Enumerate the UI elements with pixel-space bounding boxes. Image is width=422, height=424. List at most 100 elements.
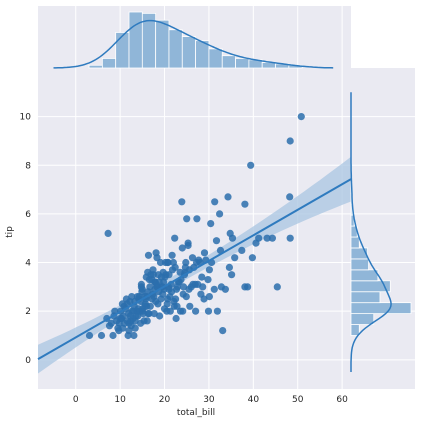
scatter-point [286,193,294,201]
scatter-point [115,327,123,335]
right-hist-bar [350,291,381,304]
scatter-point [204,276,212,284]
right-hist-bar [350,236,360,249]
right-hist-bar [350,324,360,336]
scatter-point [146,283,154,291]
y-tick-label: 8 [25,161,31,171]
scatter-point [137,319,145,327]
scatter-point [157,273,165,281]
scatter-point [211,198,219,206]
scatter-point [168,266,177,274]
scatter-point [268,234,276,242]
top-hist-bar [235,58,250,69]
joint-axes: 0 10 20 30 40 50 60 0 2 4 6 8 10 total_bill tip [5,68,352,418]
scatter-point [97,331,106,340]
top-hist-bar [155,19,170,69]
scatter-point [192,307,200,315]
scatter-point [166,293,174,301]
scatter-point [160,305,169,313]
top-marginal-kde [53,19,334,69]
scatter-point [188,254,197,262]
x-tick-labels: 0 10 20 30 40 50 60 [73,395,348,405]
y-tick-label: 0 [25,356,31,366]
joint-gridlines [38,68,351,389]
scatter-point [171,234,179,242]
scatter-point [122,295,130,303]
x-axis-label: total_bill [177,408,215,418]
scatter-point [138,288,146,296]
scatter-point [219,327,227,335]
scatter-point [104,229,112,237]
scatter-point [178,244,186,252]
top-hist-bar [88,64,103,69]
scatter-point [297,113,305,121]
scatter-point [255,234,263,242]
scatter-point [109,331,117,340]
scatter-point [159,290,167,298]
scatter-point [193,215,201,223]
scatter-point [154,300,162,308]
scatter-point [85,331,94,340]
top-marginal-histogram [88,11,303,69]
x-tick-label: 10 [114,395,126,405]
scatter-point [231,254,239,262]
scatter-point [143,317,151,325]
y-tick-labels: 0 2 4 6 8 10 [20,113,32,366]
y-axis-label: tip [5,226,15,238]
scatter-point [225,263,233,271]
y-tick-label: 10 [20,113,32,123]
scatter-point [213,307,221,315]
scatter-point [184,239,192,247]
scatter-point [179,290,187,298]
scatter-point [210,285,218,293]
scatter-point [186,302,194,310]
x-tick-label: 50 [292,395,304,405]
y-tick-label: 2 [25,307,31,317]
x-tick-label: 0 [73,395,79,405]
scatter-point [152,249,160,257]
scatter-point [146,302,154,310]
scatter-point [204,307,213,315]
y-tick-label: 4 [25,259,31,269]
scatter-point [126,312,134,320]
scatter-point [168,251,176,259]
scatter-point [212,237,221,245]
scatter-point [226,229,234,237]
regression-line-path [37,178,352,361]
top-kde-curve [53,19,334,69]
scatter-point [124,331,132,340]
scatter-point [165,285,173,293]
y-tick-label: 6 [25,210,31,220]
scatter-point [247,161,255,169]
scatter-point [205,266,213,274]
top-hist-bar [128,11,143,69]
scatter-point [238,246,246,254]
scatter-point [116,314,124,323]
scatter-point [224,193,232,201]
scatter-point [216,210,224,218]
right-marginal-area [351,68,415,389]
scatter-point [197,290,205,298]
scatter-point [207,220,215,228]
scatter-point [198,273,206,281]
scatter-point [156,312,164,320]
scatter-point [180,283,188,291]
right-marginal-histogram [350,181,412,336]
scatter-point [244,283,252,291]
right-hist-bar [350,302,412,315]
regression-line [37,178,352,361]
scatter-point [144,251,153,259]
top-hist-bar [101,58,117,69]
right-hist-bar [350,258,369,271]
x-tick-label: 20 [159,395,171,405]
right-kde-curve [350,92,392,372]
scatter-point [166,307,174,315]
scatter-point [130,331,138,340]
scatter-point [149,266,157,274]
scatter-point [173,283,181,291]
scatter-point [148,276,156,284]
scatter-point [194,280,202,288]
scatter-point [118,300,126,308]
scatter-point [141,302,149,310]
